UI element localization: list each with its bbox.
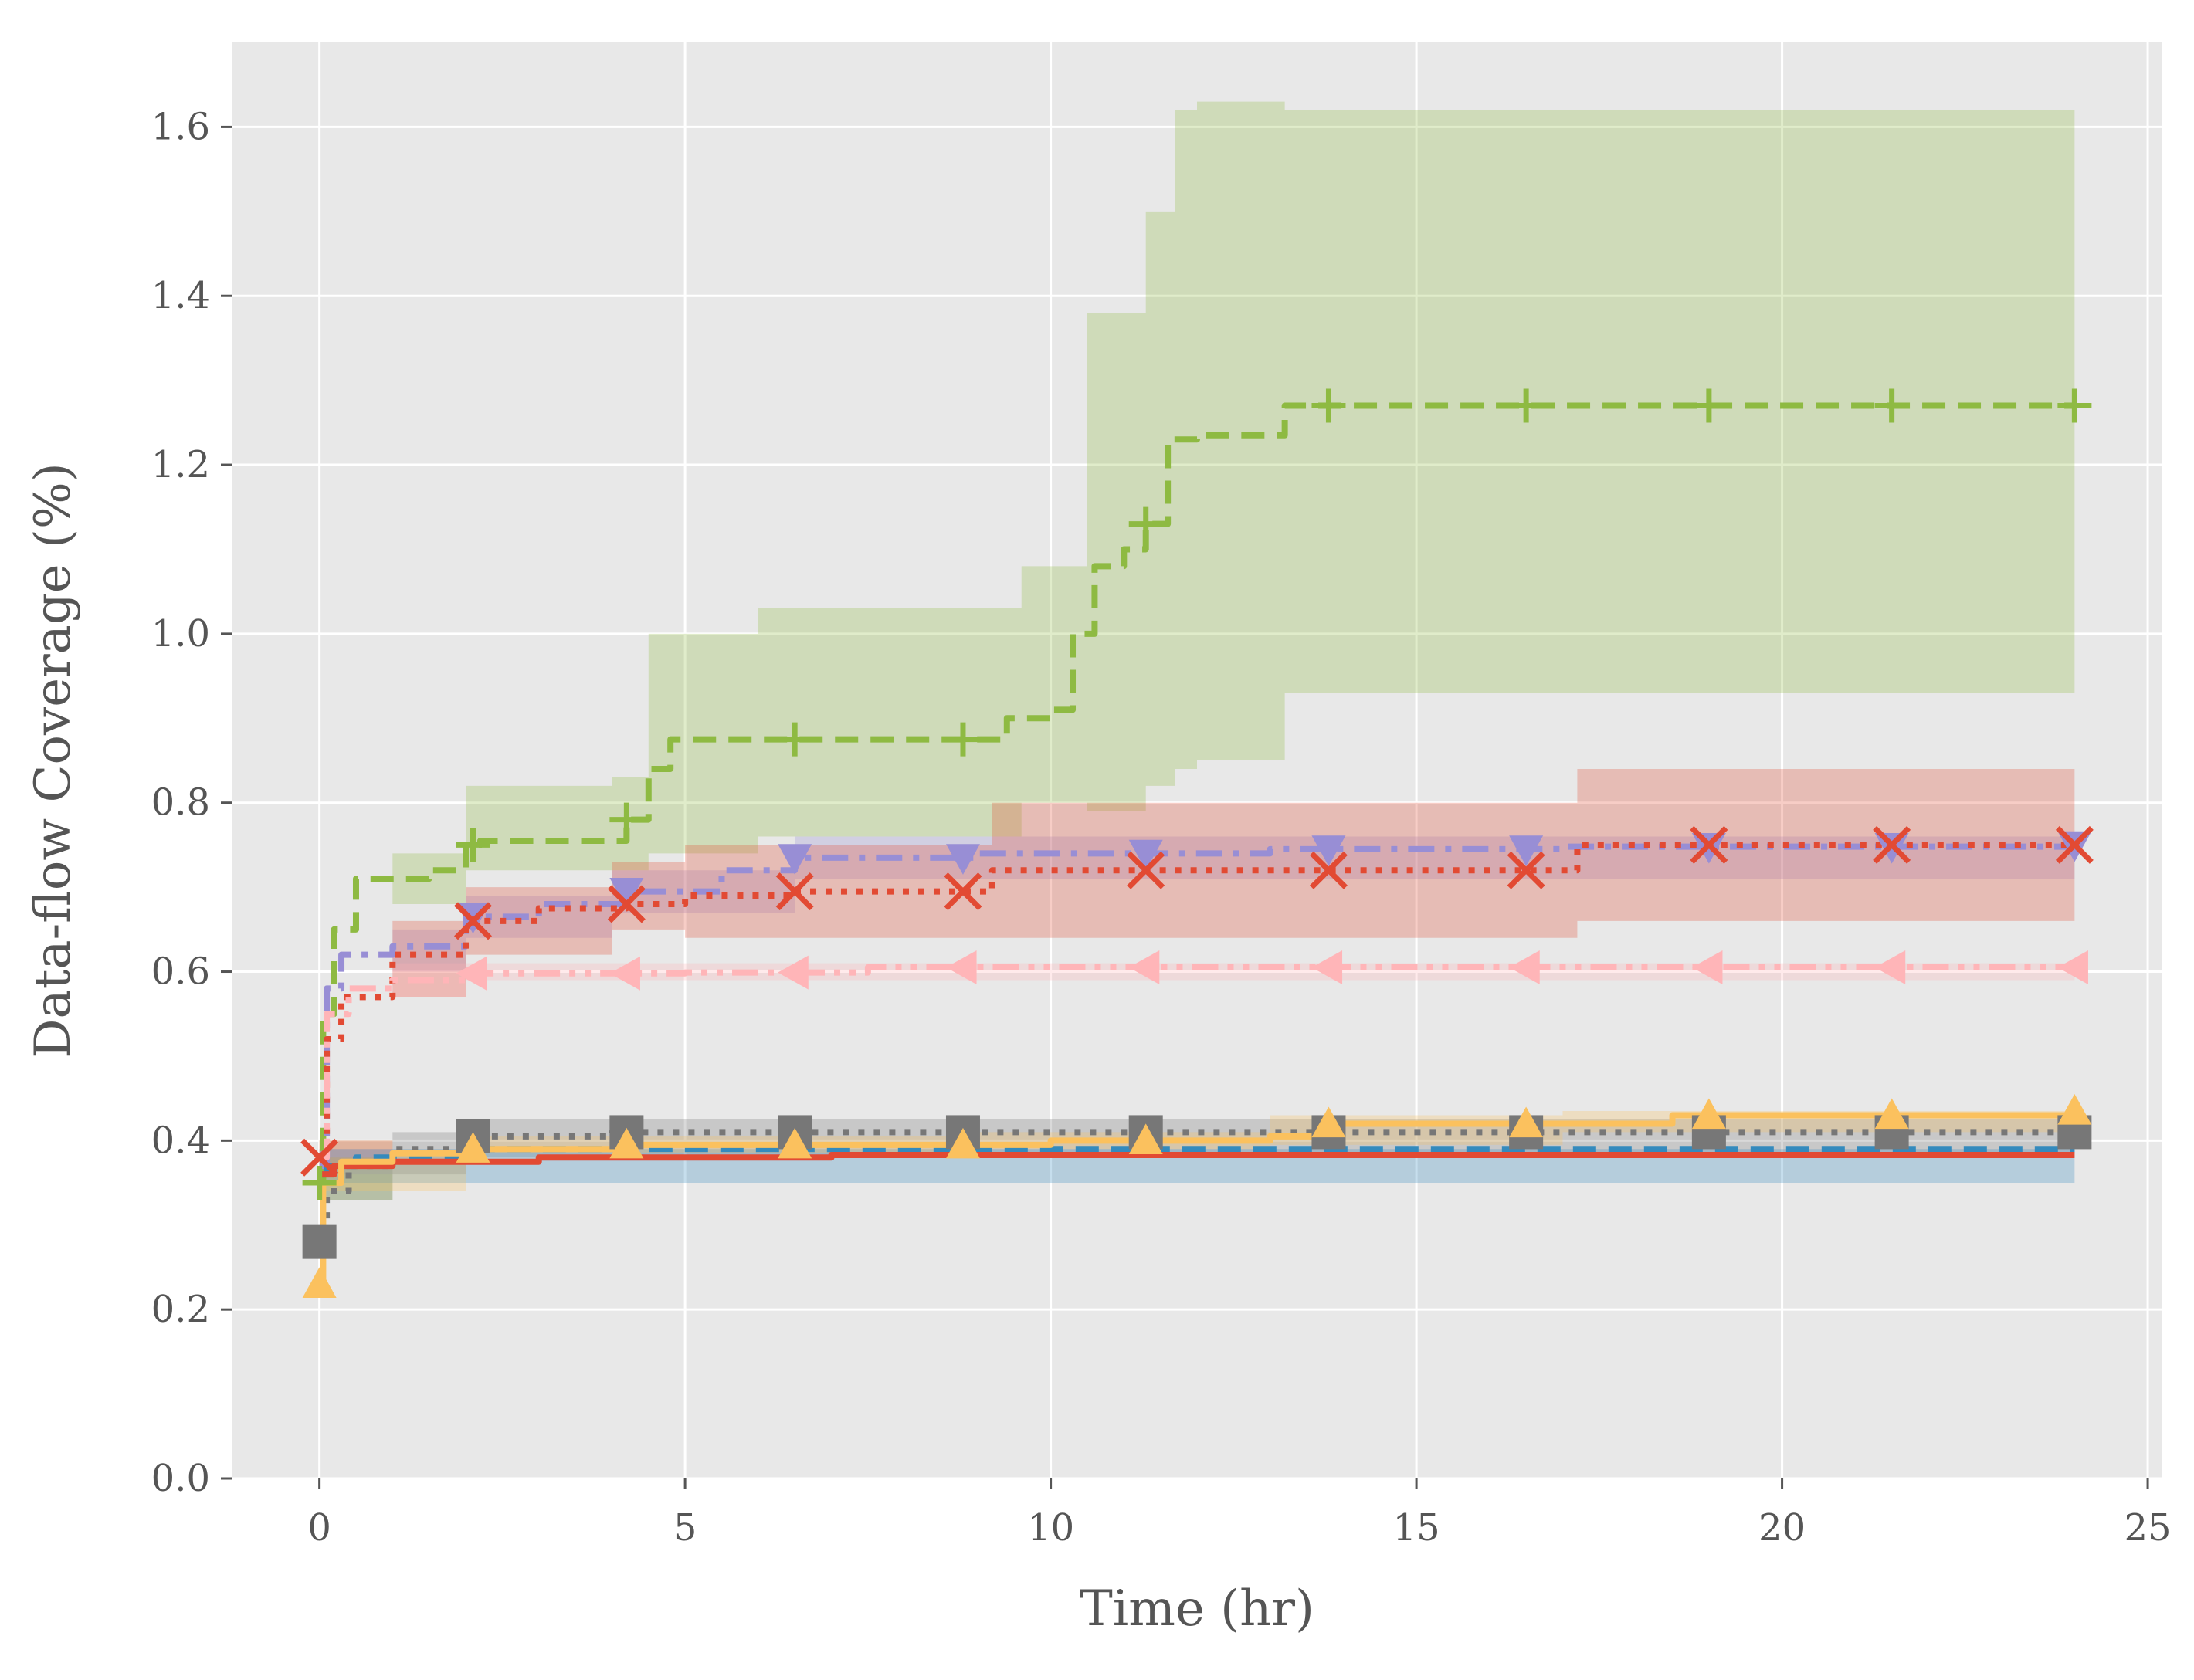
data-point xyxy=(609,956,640,991)
data-point xyxy=(1311,835,1346,866)
plot-background xyxy=(232,42,2162,1478)
x-axis-label: Time (hr) xyxy=(1080,1580,1314,1638)
data-point xyxy=(2057,950,2088,985)
data-point xyxy=(607,885,646,923)
y-axis-ticks: 0.0 0.2 0.4 0.6 0.8 1.0 1.2 1.4 1.6 xyxy=(151,105,232,1500)
y-tick-label: 0.6 xyxy=(151,950,210,994)
data-point xyxy=(609,1127,644,1159)
data-point xyxy=(1509,1106,1544,1138)
data-point xyxy=(2057,388,2092,423)
x-tick-label: 10 xyxy=(1027,1506,1074,1550)
series-markers xyxy=(300,388,2094,1298)
data-point xyxy=(456,828,490,862)
data-point xyxy=(1309,851,1348,889)
y-tick-label: 0.4 xyxy=(151,1119,210,1162)
data-point xyxy=(1691,1098,1726,1130)
data-point xyxy=(1691,388,1726,423)
data-point xyxy=(456,1132,490,1163)
data-point xyxy=(1507,851,1545,889)
data-point xyxy=(1128,506,1163,541)
x-tick-label: 20 xyxy=(1758,1506,1806,1550)
data-point xyxy=(302,1166,337,1201)
x-tick-label: 25 xyxy=(2124,1506,2172,1550)
data-point xyxy=(302,1267,337,1298)
data-point xyxy=(945,844,980,875)
data-point xyxy=(456,956,487,991)
data-point xyxy=(778,1127,812,1159)
data-point xyxy=(945,950,977,985)
data-point xyxy=(609,877,644,909)
data-point xyxy=(1509,950,1540,985)
data-point xyxy=(2055,825,2094,864)
data-point xyxy=(1509,835,1544,866)
data-point xyxy=(1874,1098,1909,1130)
data-point xyxy=(1127,851,1165,889)
data-point xyxy=(1873,825,1911,864)
x-tick-label: 5 xyxy=(673,1506,697,1550)
data-point xyxy=(1691,950,1723,985)
confidence-band xyxy=(319,768,2075,1167)
confidence-band xyxy=(319,101,2075,1200)
data-point xyxy=(1128,839,1163,871)
x-tick-label: 15 xyxy=(1393,1506,1440,1550)
x-axis-ticks: 0 5 10 15 20 25 xyxy=(307,1478,2172,1550)
x-tick-label: 0 xyxy=(307,1506,331,1550)
y-tick-label: 1.2 xyxy=(151,443,210,486)
y-tick-label: 1.4 xyxy=(151,274,210,317)
data-point xyxy=(778,844,812,875)
y-tick-label: 1.6 xyxy=(151,105,210,148)
data-point xyxy=(1311,950,1343,985)
data-point xyxy=(1311,1106,1346,1138)
series-line xyxy=(319,964,2075,1161)
series-line xyxy=(319,402,2075,1187)
data-point xyxy=(1509,388,1544,423)
y-tick-label: 0.2 xyxy=(151,1288,210,1331)
data-point xyxy=(300,1138,339,1177)
data-point xyxy=(1874,950,1906,985)
data-point xyxy=(1874,388,1909,423)
data-point xyxy=(944,872,982,911)
data-point xyxy=(945,1127,980,1159)
data-point xyxy=(1690,825,1728,864)
data-point xyxy=(778,722,812,757)
data-point xyxy=(2057,1094,2092,1125)
data-point xyxy=(778,955,809,990)
y-tick-label: 0.8 xyxy=(151,781,210,825)
data-point xyxy=(609,802,644,837)
data-point xyxy=(1128,1123,1163,1154)
data-point xyxy=(1128,950,1160,985)
y-tick-label: 0.0 xyxy=(151,1457,210,1500)
data-point xyxy=(945,722,980,757)
data-point xyxy=(302,1224,337,1259)
confidence-band xyxy=(319,828,2075,1175)
data-point xyxy=(775,872,814,911)
data-point xyxy=(454,902,492,940)
y-axis-label: Data-flow Coverage (%) xyxy=(25,462,82,1058)
y-tick-label: 1.0 xyxy=(151,612,210,655)
data-point xyxy=(1311,388,1346,423)
grid xyxy=(232,42,2162,1480)
